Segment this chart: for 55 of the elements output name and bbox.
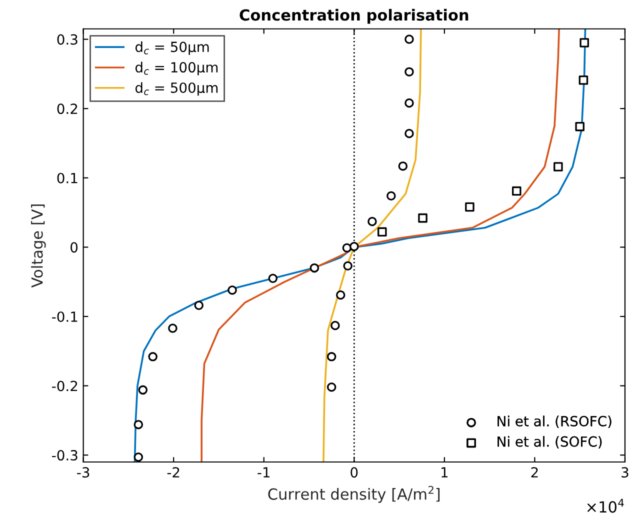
point bbox=[134, 452, 144, 462]
text: ×10$^{4}$ bbox=[587, 498, 624, 513]
point bbox=[575, 122, 584, 132]
point bbox=[330, 320, 340, 330]
x-axis-title: Current density [A/m$^{2}$] bbox=[268, 486, 440, 503]
legend-label: d$_{c}$ = 100μm bbox=[135, 62, 218, 76]
point bbox=[336, 290, 346, 300]
point bbox=[378, 227, 387, 237]
point bbox=[418, 213, 428, 223]
point bbox=[512, 186, 522, 196]
point bbox=[580, 38, 589, 48]
point bbox=[326, 382, 336, 392]
point bbox=[343, 261, 352, 271]
x-tick-label: 1 bbox=[442, 467, 448, 478]
point bbox=[138, 385, 148, 395]
point bbox=[268, 274, 278, 283]
point bbox=[168, 324, 178, 333]
point bbox=[398, 161, 408, 171]
line-series bbox=[322, 28, 422, 462]
legend-label: Ni et al. (RSOFC) bbox=[498, 416, 612, 428]
point bbox=[342, 243, 352, 252]
point bbox=[194, 300, 204, 310]
y-axis-title: Voltage [V] bbox=[31, 204, 46, 288]
y-tick-label: -0.1 bbox=[52, 311, 78, 322]
point bbox=[404, 67, 414, 76]
y-tick-label: 0.2 bbox=[57, 104, 78, 114]
y-tick-label: -0.2 bbox=[52, 380, 78, 392]
legend-label: d$_{c}$ = 50μm bbox=[135, 41, 209, 55]
point bbox=[404, 34, 414, 44]
x-tick-label: 2 bbox=[531, 467, 538, 478]
x-tick-label: 3 bbox=[622, 467, 628, 478]
x-tick-label: 0 bbox=[350, 467, 358, 478]
y-tick-label: -0.3 bbox=[52, 450, 78, 461]
x-tick-label: -2 bbox=[167, 467, 180, 478]
y-tick-label: 0.1 bbox=[57, 172, 78, 184]
y-tick-label: 0.3 bbox=[57, 34, 78, 45]
point bbox=[148, 352, 158, 362]
x-tick-label: -3 bbox=[77, 467, 90, 478]
point bbox=[326, 352, 336, 362]
point bbox=[350, 242, 359, 252]
point bbox=[386, 191, 396, 201]
point bbox=[134, 420, 144, 430]
point bbox=[368, 216, 377, 226]
point bbox=[465, 202, 474, 212]
point bbox=[554, 162, 563, 172]
legend-label: Ni et al. (SOFC) bbox=[498, 436, 602, 448]
point bbox=[310, 263, 320, 273]
y-tick-label: 0 bbox=[70, 242, 78, 253]
x-tick-label: -1 bbox=[258, 467, 270, 478]
point bbox=[578, 76, 588, 85]
point bbox=[404, 128, 414, 138]
legend-label: d$_{c}$ = 500μm bbox=[135, 82, 218, 96]
point bbox=[404, 98, 414, 108]
chart-title: Concentration polarisation bbox=[240, 8, 468, 24]
point bbox=[228, 285, 237, 295]
